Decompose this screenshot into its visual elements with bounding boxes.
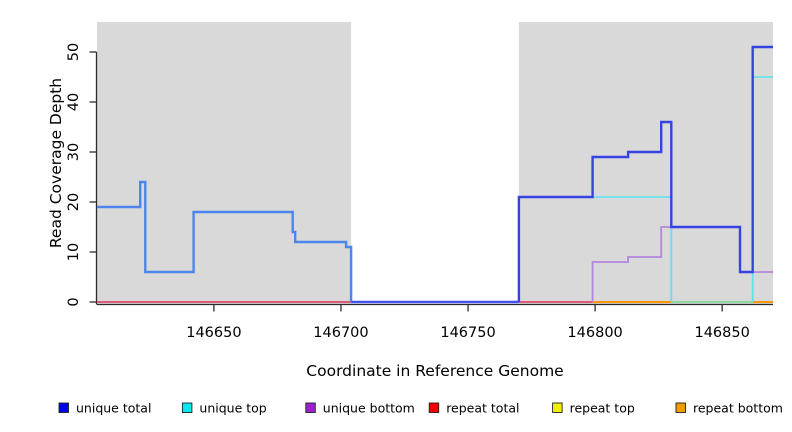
x-tick-label: 146800 — [567, 325, 622, 341]
chart-root: 146650 146700 146750 146800 146850 0 10 20 30 40 5… — [66, 22, 773, 341]
series-line-unique-total-right — [517, 45, 773, 302]
legend-swatch-repeat-top — [552, 402, 563, 413]
shaded-region — [97, 22, 352, 304]
legend-label: unique total — [76, 401, 151, 416]
shaded-region — [518, 22, 773, 304]
legend-label: unique bottom — [323, 401, 415, 416]
legend-swatch-unique-bottom — [305, 402, 316, 413]
legend-swatch-unique-top — [181, 402, 193, 413]
x-tick-label: 146850 — [694, 325, 749, 341]
legend-label: repeat top — [570, 401, 635, 416]
chart-legend: unique total unique top unique bottom repea… — [58, 401, 783, 416]
y-tick-label: 30 — [66, 143, 82, 161]
x-tick-label: 146700 — [313, 325, 368, 341]
x-tick-label: 146650 — [186, 325, 241, 341]
y-tick-label: 0 — [66, 297, 82, 306]
legend-swatch-unique-total — [58, 402, 69, 413]
legend-swatch-repeat-total — [428, 402, 440, 413]
y-tick-label: 20 — [66, 193, 82, 211]
x-tick-label: 146750 — [440, 325, 495, 341]
x-axis-title: Coordinate in Reference Genome — [306, 362, 563, 380]
y-axis-title: Read Coverage Depth — [47, 78, 65, 248]
series-line-unique-total-left — [97, 180, 353, 302]
legend-label: repeat total — [446, 401, 519, 416]
y-tick-label: 40 — [66, 93, 82, 111]
legend-label: unique top — [199, 401, 266, 416]
y-tick-label: 50 — [66, 43, 82, 61]
y-tick-label: 10 — [66, 243, 82, 261]
legend-label: repeat bottom — [693, 401, 783, 416]
legend-swatch-repeat-bottom — [675, 402, 686, 413]
